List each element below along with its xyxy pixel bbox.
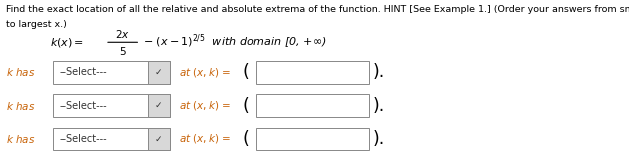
FancyBboxPatch shape	[148, 61, 170, 84]
FancyBboxPatch shape	[256, 128, 369, 150]
Text: $k$ has: $k$ has	[6, 133, 36, 145]
Text: Find the exact location of all the relative and absolute extrema of the function: Find the exact location of all the relat…	[6, 5, 629, 14]
FancyBboxPatch shape	[53, 61, 170, 84]
Text: $k$ has: $k$ has	[6, 100, 36, 112]
Text: ).: ).	[372, 130, 384, 148]
FancyBboxPatch shape	[256, 94, 369, 117]
Text: $2x$: $2x$	[115, 28, 130, 40]
Text: (: (	[242, 63, 249, 82]
Text: ).: ).	[372, 63, 384, 82]
Text: (: (	[242, 97, 249, 115]
Text: ✓: ✓	[155, 101, 162, 110]
Text: $- \ (x - 1)^{2/5}$  with domain [0, +$\infty$): $- \ (x - 1)^{2/5}$ with domain [0, +$\i…	[143, 33, 327, 51]
Text: at $(x, k)$ =: at $(x, k)$ =	[179, 132, 231, 145]
Text: ✓: ✓	[155, 134, 162, 143]
Text: ✓: ✓	[155, 68, 162, 77]
Text: to largest x.): to largest x.)	[6, 20, 67, 29]
FancyBboxPatch shape	[53, 128, 170, 150]
FancyBboxPatch shape	[256, 61, 369, 84]
FancyBboxPatch shape	[148, 128, 170, 150]
Text: at $(x, k)$ =: at $(x, k)$ =	[179, 66, 231, 79]
Text: ).: ).	[372, 97, 384, 115]
Text: --Select---: --Select---	[60, 67, 108, 77]
Text: at $(x, k)$ =: at $(x, k)$ =	[179, 99, 231, 112]
Text: --Select---: --Select---	[60, 101, 108, 111]
Text: --Select---: --Select---	[60, 134, 108, 144]
Text: $5$: $5$	[119, 45, 126, 57]
Text: (: (	[242, 130, 249, 148]
Text: $k$ has: $k$ has	[6, 66, 36, 79]
FancyBboxPatch shape	[148, 94, 170, 117]
Text: $k(x) =$: $k(x) =$	[50, 36, 84, 49]
FancyBboxPatch shape	[53, 94, 170, 117]
